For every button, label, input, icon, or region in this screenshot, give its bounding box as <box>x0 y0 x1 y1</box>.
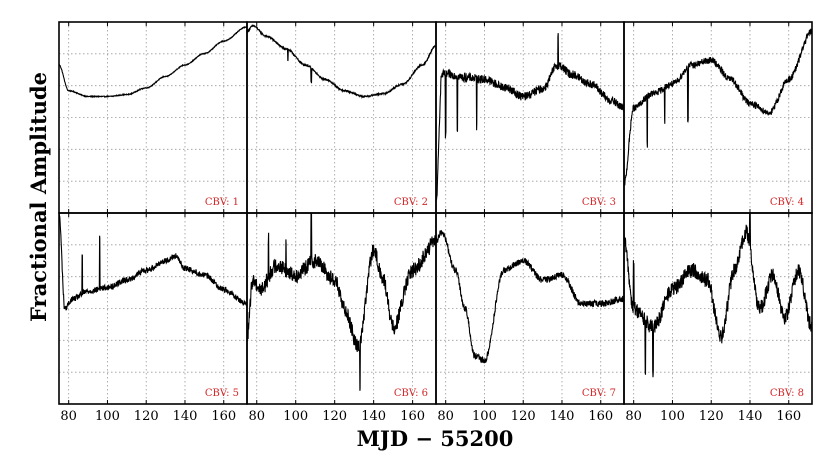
cbv-label-1: CBV: 1 <box>205 197 239 208</box>
x-tick-label: 140 <box>173 409 198 424</box>
cbv-panel-1: CBV: 1 <box>58 21 248 214</box>
cbv-panel-2: CBV: 2 <box>246 21 437 214</box>
cbv-panel-3: CBV: 3 <box>435 21 625 214</box>
x-axis-label: MJD − 55200 <box>357 426 514 451</box>
x-tick-label: 100 <box>660 409 685 424</box>
x-tick-label: 140 <box>550 409 575 424</box>
grid <box>624 22 812 213</box>
x-tick-label: 80 <box>60 409 77 424</box>
cbv-label-3: CBV: 3 <box>582 197 616 208</box>
cbv-panel-7: CBV: 7 <box>435 212 625 405</box>
x-tick-label: 120 <box>699 409 724 424</box>
x-tick-label: 80 <box>625 409 642 424</box>
x-tick-label: 160 <box>211 409 236 424</box>
cbv-series-line-3 <box>436 33 624 202</box>
x-tick-label: 140 <box>361 409 386 424</box>
cbv-panel-4: CBV: 4 <box>623 21 813 214</box>
grid <box>436 22 624 213</box>
cbv-panel-6: CBV: 6 <box>246 212 437 405</box>
grid <box>59 213 247 404</box>
x-tick-label: 160 <box>776 409 801 424</box>
cbv-label-8: CBV: 8 <box>770 388 804 399</box>
cbv-panel-5: CBV: 5 <box>58 212 248 405</box>
cbv-label-7: CBV: 7 <box>582 388 616 399</box>
x-tick-label: 120 <box>511 409 536 424</box>
cbv-panel-8: CBV: 8 <box>623 212 813 405</box>
grid <box>247 213 436 404</box>
panels-layer: CBV: 1 CBV: 2 CBV: 3 CBV: 4 CBV: 5 CBV: 6 CBV:… <box>58 21 813 405</box>
panel-frame <box>623 212 813 405</box>
cbv-series-line-6 <box>247 213 436 391</box>
cbv-series-line-8 <box>624 213 812 378</box>
x-tick-label: 160 <box>400 409 425 424</box>
x-tick-label: 120 <box>134 409 159 424</box>
cbv-label-6: CBV: 6 <box>394 388 428 399</box>
cbv-label-4: CBV: 4 <box>770 197 804 208</box>
x-tick-label: 100 <box>95 409 120 424</box>
cbv-series-line-5 <box>59 213 247 311</box>
x-ticks-layer: 80 100 120 140 160 80 100 120 140 160 80 100 120 140 1… <box>60 409 801 424</box>
x-tick-label: 120 <box>322 409 347 424</box>
grid <box>436 213 624 404</box>
y-axis-label: Fractional Amplitude <box>26 72 51 322</box>
x-tick-label: 80 <box>437 409 454 424</box>
x-tick-label: 160 <box>588 409 613 424</box>
cbv-label-2: CBV: 2 <box>394 197 428 208</box>
cbv-series-line-1 <box>59 25 247 99</box>
x-tick-label: 100 <box>472 409 497 424</box>
cbv-series-line-4 <box>624 28 812 186</box>
grid <box>247 22 436 213</box>
cbv-series-line-7 <box>436 229 624 364</box>
cbv-series-line-2 <box>247 24 436 100</box>
grid <box>59 22 247 213</box>
grid <box>624 213 812 404</box>
cbv-label-5: CBV: 5 <box>205 388 239 399</box>
x-tick-label: 100 <box>283 409 308 424</box>
x-tick-label: 80 <box>248 409 265 424</box>
x-tick-label: 140 <box>738 409 763 424</box>
